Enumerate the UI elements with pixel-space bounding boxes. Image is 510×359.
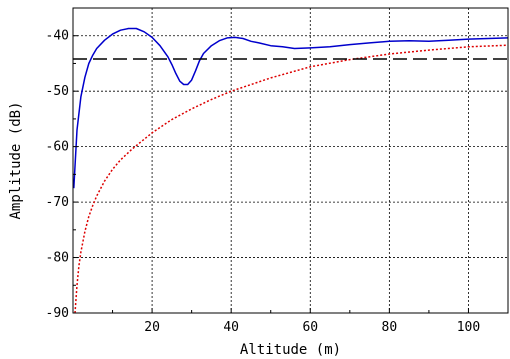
data-series bbox=[73, 27, 509, 314]
plot-area-frame bbox=[72, 7, 509, 314]
y-tick-label: -90 bbox=[46, 306, 69, 321]
x-tick-label: 100 bbox=[457, 320, 480, 335]
axis-ticks: 20 40 60 80 100 -40 -50 -60 -70 -80 -90 bbox=[46, 29, 481, 335]
y-tick-label: -40 bbox=[46, 29, 69, 44]
grid-lines bbox=[73, 8, 508, 313]
series-line-1 bbox=[73, 27, 509, 189]
y-tick-label: -80 bbox=[46, 251, 69, 266]
x-tick-label: 40 bbox=[223, 320, 239, 335]
x-tick-label: 80 bbox=[382, 320, 398, 335]
x-tick-label: 20 bbox=[144, 320, 160, 335]
x-tick-label: 60 bbox=[302, 320, 318, 335]
series-line-2 bbox=[74, 44, 509, 314]
y-tick-label: -50 bbox=[46, 84, 69, 99]
y-tick-label: -60 bbox=[46, 140, 69, 155]
x-axis-title: Altitude (m) bbox=[240, 342, 341, 358]
y-tick-label: -70 bbox=[46, 195, 69, 210]
y-axis-title: Amplitude (dB) bbox=[8, 101, 24, 219]
